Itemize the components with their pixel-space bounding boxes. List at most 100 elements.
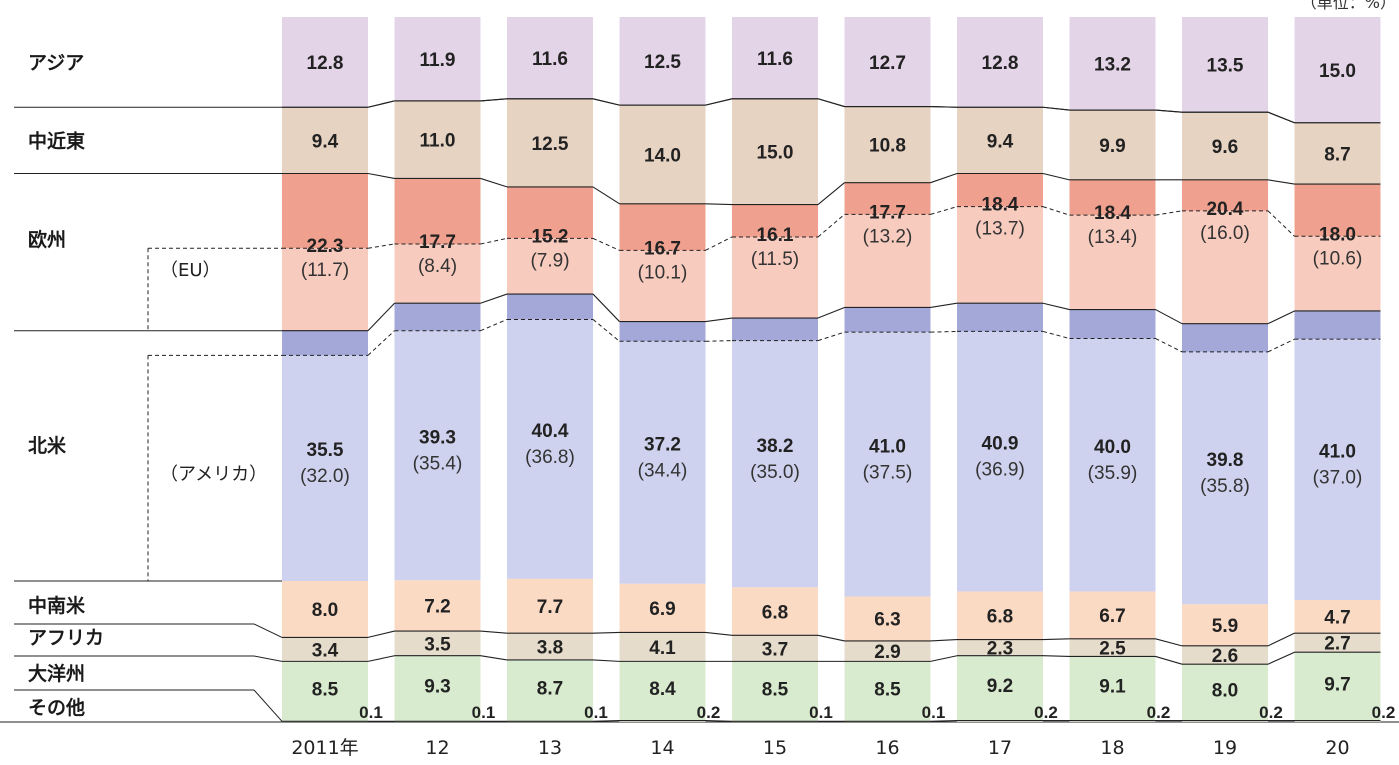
connector-latinamerica-7 — [1155, 638, 1183, 647]
value-us-9: (37.0) — [1313, 468, 1363, 489]
value-eu-3: (10.1) — [638, 262, 688, 283]
connector-us-5 — [930, 330, 958, 333]
unit-label: （単位：%） — [1301, 0, 1396, 12]
value-northamerica-3: 37.2 — [644, 435, 681, 456]
connector-africa-6 — [1042, 655, 1070, 657]
label-eu: （EU） — [160, 260, 221, 281]
bar-segment-africa-8 — [1182, 645, 1268, 665]
value-other-7: 0.2 — [1147, 703, 1171, 722]
value-northamerica-8: 39.8 — [1207, 450, 1244, 471]
bar-segment-oceania-7 — [1069, 656, 1156, 721]
value-eu-2: (7.9) — [530, 250, 569, 271]
connector-mideast-3 — [705, 98, 733, 106]
label-other: その他 — [28, 696, 85, 719]
connector-us-8 — [1267, 338, 1295, 353]
bar-segment-europe_other-4 — [732, 204, 818, 237]
bar-segment-latinamerica-7 — [1069, 591, 1156, 639]
label-africa: アフリカ — [28, 627, 104, 649]
bar-segment-na_other-1 — [394, 303, 481, 331]
bar-segment-africa-3 — [619, 632, 706, 662]
bar-segment-na_other-6 — [957, 303, 1043, 332]
value-latinamerica-8: 5.9 — [1212, 616, 1238, 637]
bar-segment-africa-2 — [507, 633, 593, 660]
value-asia-7: 13.2 — [1094, 55, 1131, 76]
connector-europe_other-2 — [592, 237, 620, 251]
bar-segment-latinamerica-9 — [1294, 600, 1381, 634]
value-asia-2: 11.6 — [532, 49, 568, 70]
connector-eu-4 — [817, 306, 845, 319]
bar-segment-europe_other-9 — [1294, 184, 1381, 237]
value-latinamerica-2: 7.7 — [537, 597, 563, 618]
bar-segment-asia-0 — [282, 17, 368, 108]
value-oceania-0: 8.5 — [312, 679, 339, 700]
bar-segment-europe_other-5 — [844, 182, 931, 215]
connector-eu-0 — [367, 302, 395, 332]
value-eu-9: (10.6) — [1313, 248, 1363, 269]
bar-segment-other-3 — [619, 720, 706, 722]
connector-mideast-6 — [1042, 106, 1070, 111]
value-eu-4: (11.5) — [751, 249, 799, 270]
connector-mideast-4 — [817, 98, 845, 108]
value-europe-5: 17.7 — [869, 202, 906, 223]
value-eu-8: (16.0) — [1200, 223, 1250, 244]
connector-mideast-0 — [367, 172, 395, 179]
value-oceania-8: 8.0 — [1212, 680, 1238, 701]
bar-segment-oceania-0 — [282, 661, 368, 722]
bar-segment-na_other-3 — [619, 321, 706, 342]
value-eu-6: (13.7) — [975, 219, 1025, 240]
value-asia-6: 12.8 — [982, 53, 1019, 74]
label-europe: 欧州 — [28, 228, 66, 251]
value-latinamerica-6: 6.8 — [987, 607, 1013, 628]
value-mideast-0: 9.4 — [312, 131, 339, 152]
bar-segment-asia-7 — [1069, 17, 1156, 111]
bar-segment-us-0 — [282, 355, 368, 581]
value-europe-9: 18.0 — [1319, 224, 1356, 245]
connector-mideast-8 — [1267, 179, 1295, 185]
connector-us-0 — [367, 330, 395, 356]
value-europe-1: 17.7 — [419, 232, 456, 253]
value-eu-1: (8.4) — [418, 256, 457, 277]
bar-segment-europe_other-7 — [1069, 179, 1156, 216]
bar-segment-asia-8 — [1182, 17, 1268, 113]
connector-mideast-4 — [817, 182, 845, 205]
value-mideast-6: 9.4 — [987, 131, 1014, 152]
bar-segment-us-7 — [1069, 338, 1156, 592]
bar-segment-oceania-3 — [619, 661, 706, 721]
label-mideast: 中近東 — [28, 129, 85, 152]
connector-eu-5 — [930, 302, 958, 309]
connector-africa-7 — [1155, 655, 1183, 665]
value-us-1: (35.4) — [413, 454, 463, 475]
value-asia-9: 15.0 — [1319, 61, 1356, 82]
value-us-4: (35.0) — [750, 462, 800, 483]
bar-segment-mideast-4 — [732, 98, 818, 205]
bar-segment-other-9 — [1294, 720, 1381, 722]
value-northamerica-5: 41.0 — [869, 436, 906, 457]
connector-us-7 — [1155, 338, 1183, 353]
value-asia-0: 12.8 — [307, 53, 344, 74]
bar-segment-other-6 — [957, 720, 1043, 722]
value-mideast-9: 8.7 — [1324, 144, 1350, 165]
bar-segment-na_other-9 — [1294, 310, 1381, 340]
bar-segment-asia-3 — [619, 17, 706, 106]
connector-europe_other-3 — [705, 236, 733, 251]
bar-segment-asia-1 — [394, 17, 481, 101]
bar-segment-latinamerica-6 — [957, 591, 1043, 640]
bar-segment-europe_other-2 — [507, 186, 593, 239]
bar-segment-eu-7 — [1069, 215, 1156, 310]
bar-segment-other-7 — [1069, 720, 1156, 722]
bar-segment-eu-9 — [1294, 236, 1381, 311]
value-asia-4: 11.6 — [757, 49, 793, 70]
label-oceania: 大洋州 — [28, 662, 85, 685]
value-other-3: 0.2 — [697, 703, 721, 722]
bar-segment-africa-5 — [844, 640, 931, 662]
label-latinamerica: 中南米 — [28, 594, 86, 617]
connector-mideast-3 — [705, 203, 733, 206]
connector-us-2 — [592, 319, 620, 342]
bar-segment-europe_other-1 — [394, 178, 481, 245]
connector-africa-1 — [480, 655, 508, 661]
bar-segment-africa-9 — [1294, 633, 1381, 653]
connector-mideast-7 — [1155, 109, 1183, 113]
bar-segment-oceania-5 — [844, 661, 931, 722]
value-northamerica-6: 40.9 — [982, 434, 1019, 455]
